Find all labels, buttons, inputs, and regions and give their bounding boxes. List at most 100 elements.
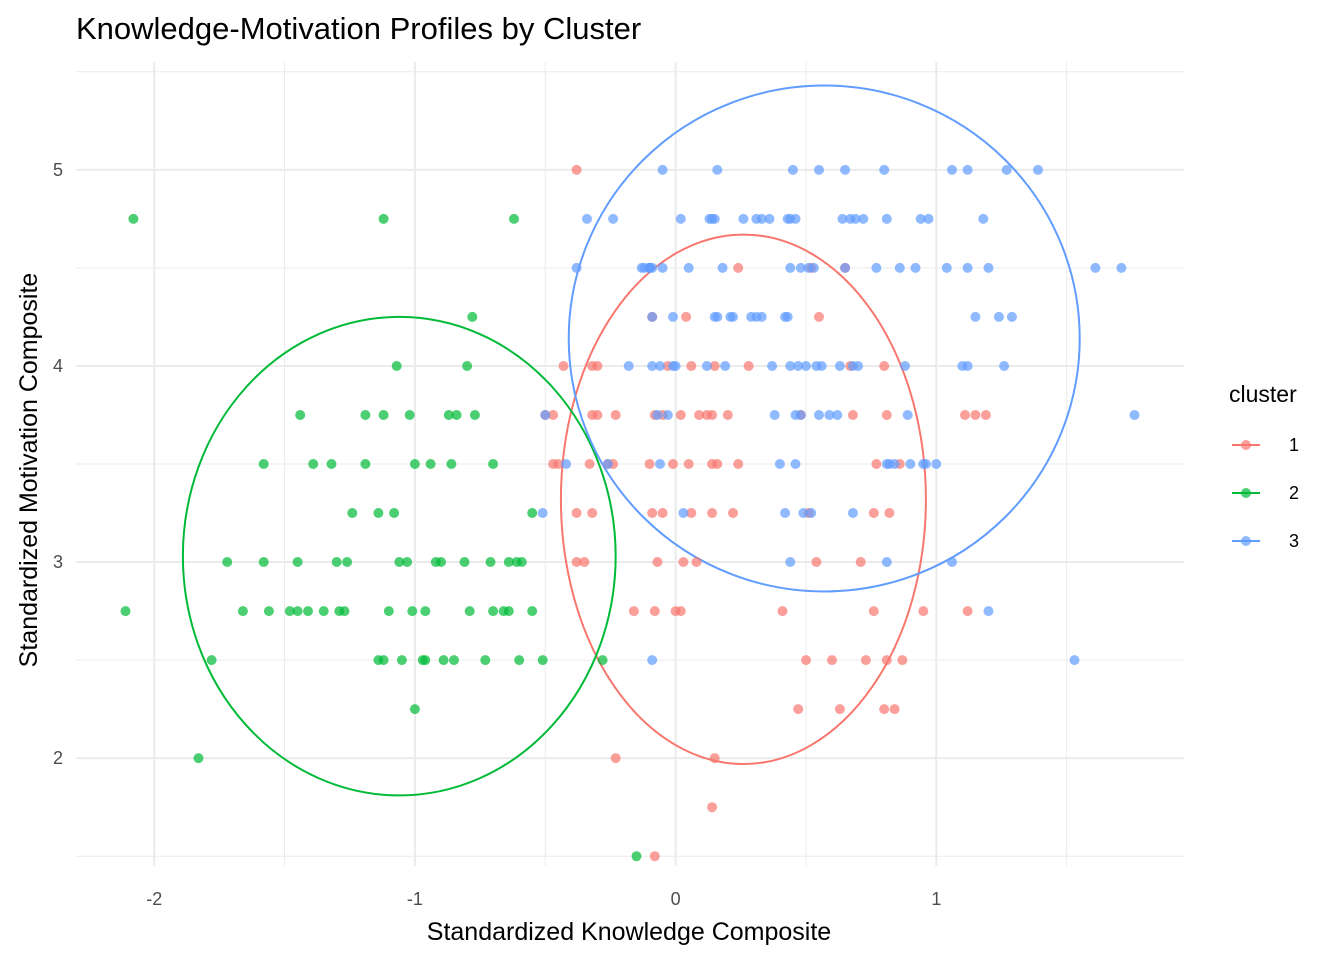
y-axis-title: Standardized Motivation Composite xyxy=(15,273,43,668)
data-point-cluster-3 xyxy=(647,311,658,322)
data-point-cluster-3 xyxy=(795,410,806,420)
data-point-cluster-2 xyxy=(537,655,548,666)
data-point-cluster-2 xyxy=(420,655,431,666)
data-point-cluster-2 xyxy=(318,606,329,617)
data-point-cluster-1 xyxy=(657,508,668,518)
data-point-cluster-3 xyxy=(712,311,723,322)
data-point-cluster-3 xyxy=(790,213,801,224)
data-point-cluster-3 xyxy=(790,459,801,469)
data-point-cluster-3 xyxy=(652,410,663,420)
data-point-cluster-3 xyxy=(756,213,767,224)
y-tick-label: 3 xyxy=(53,552,63,572)
data-point-cluster-2 xyxy=(342,557,353,567)
data-point-cluster-3 xyxy=(840,262,851,273)
data-point-cluster-2 xyxy=(308,459,319,469)
data-point-cluster-3 xyxy=(962,262,973,273)
data-point-cluster-2 xyxy=(396,655,407,666)
data-point-cluster-3 xyxy=(978,213,989,224)
data-point-cluster-3 xyxy=(840,164,851,175)
data-point-cluster-1 xyxy=(879,704,890,715)
data-point-cluster-2 xyxy=(193,753,204,764)
data-point-cluster-3 xyxy=(709,213,720,224)
data-point-cluster-2 xyxy=(389,508,400,518)
data-point-cluster-2 xyxy=(303,606,313,617)
data-point-cluster-2 xyxy=(527,508,538,518)
data-point-cluster-1 xyxy=(962,606,973,617)
data-point-cluster-1 xyxy=(814,311,824,322)
data-point-cluster-2 xyxy=(258,557,269,567)
data-point-cluster-3 xyxy=(561,459,572,469)
data-point-cluster-3 xyxy=(662,410,673,420)
data-point-cluster-2 xyxy=(383,606,394,617)
legend-key-point xyxy=(1241,440,1251,450)
data-point-cluster-3 xyxy=(764,213,775,224)
data-point-cluster-1 xyxy=(881,410,892,420)
y-tick-label: 4 xyxy=(53,356,63,376)
data-point-cluster-3 xyxy=(756,311,767,322)
data-point-cluster-3 xyxy=(608,213,619,224)
data-point-cluster-1 xyxy=(592,410,603,420)
data-point-cluster-2 xyxy=(292,606,303,617)
data-point-cluster-3 xyxy=(983,262,994,273)
cluster-ellipses xyxy=(181,84,1081,797)
data-point-cluster-3 xyxy=(785,361,796,371)
data-point-cluster-1 xyxy=(571,557,582,567)
y-tick-label: 2 xyxy=(53,748,63,768)
data-point-cluster-3 xyxy=(540,410,551,420)
data-point-cluster-1 xyxy=(868,508,879,518)
x-axis-title: Standardized Knowledge Composite xyxy=(427,918,831,946)
data-point-cluster-3 xyxy=(657,164,668,175)
data-point-cluster-1 xyxy=(675,410,686,420)
data-point-cluster-2 xyxy=(503,606,514,617)
data-point-cluster-3 xyxy=(832,410,843,420)
data-point-cluster-1 xyxy=(827,655,837,666)
data-point-cluster-1 xyxy=(728,508,738,518)
cluster-ellipse-3 xyxy=(567,84,1081,593)
x-axis-ticks: -2 -1 0 1 xyxy=(146,889,941,909)
data-point-cluster-1 xyxy=(691,557,702,567)
gridlines xyxy=(76,62,1184,866)
data-point-cluster-2 xyxy=(409,704,420,715)
data-point-cluster-2 xyxy=(360,410,371,420)
data-point-cluster-2 xyxy=(597,655,608,666)
data-point-cluster-2 xyxy=(128,213,139,224)
data-point-cluster-2 xyxy=(425,459,436,469)
data-point-cluster-2 xyxy=(373,508,384,518)
data-point-cluster-1 xyxy=(743,361,754,371)
y-tick-label: 5 xyxy=(53,160,63,180)
data-point-cluster-3 xyxy=(814,410,824,420)
data-point-cluster-3 xyxy=(879,164,890,175)
data-point-cluster-3 xyxy=(712,164,723,175)
x-tick-label: -1 xyxy=(407,889,423,909)
data-point-cluster-1 xyxy=(860,655,871,666)
data-point-cluster-3 xyxy=(798,508,809,518)
data-point-cluster-1 xyxy=(980,410,991,420)
data-point-cluster-2 xyxy=(206,655,217,666)
data-point-cluster-3 xyxy=(881,213,892,224)
data-point-cluster-3 xyxy=(795,262,806,273)
data-point-cluster-2 xyxy=(459,557,470,567)
data-point-cluster-1 xyxy=(584,459,595,469)
data-point-cluster-3 xyxy=(834,361,845,371)
data-point-cluster-2 xyxy=(527,606,538,617)
data-point-cluster-3 xyxy=(717,262,728,273)
data-point-cluster-2 xyxy=(514,655,525,666)
data-point-cluster-3 xyxy=(900,361,910,371)
data-point-cluster-3 xyxy=(767,361,778,371)
data-point-cluster-1 xyxy=(587,508,598,518)
data-point-cluster-1 xyxy=(610,753,621,764)
data-point-cluster-1 xyxy=(801,655,811,666)
data-point-cluster-3 xyxy=(785,262,796,273)
data-point-cluster-3 xyxy=(1090,262,1101,273)
data-point-cluster-3 xyxy=(670,361,681,371)
data-point-cluster-2 xyxy=(378,410,389,420)
data-point-cluster-3 xyxy=(923,213,934,224)
data-point-cluster-3 xyxy=(1116,262,1127,273)
data-point-cluster-2 xyxy=(509,213,519,224)
data-point-cluster-1 xyxy=(610,410,621,420)
data-point-cluster-2 xyxy=(360,459,371,469)
data-point-cluster-2 xyxy=(462,361,473,371)
data-point-cluster-1 xyxy=(777,606,788,617)
data-point-cluster-3 xyxy=(858,213,869,224)
data-point-cluster-1 xyxy=(681,311,692,322)
